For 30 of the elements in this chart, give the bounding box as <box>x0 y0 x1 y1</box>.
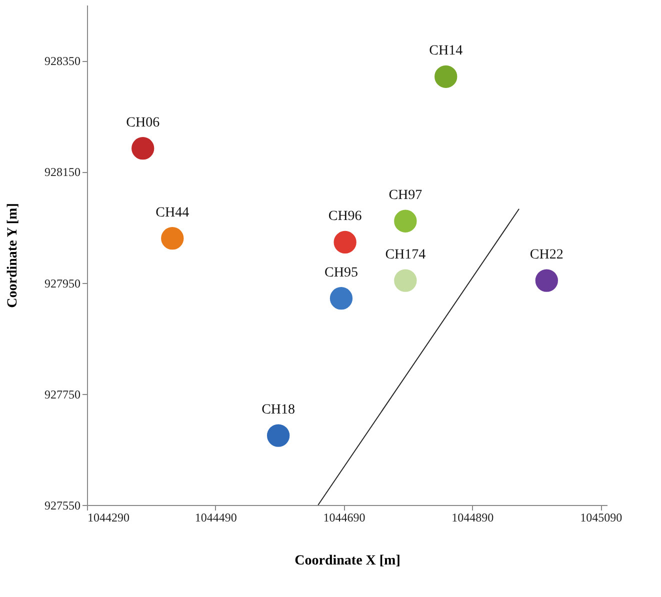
annotation: CH06 <box>126 115 160 130</box>
x-tick-label: 1044890 <box>452 510 494 524</box>
y-axis-title: Coordinate Y [m] <box>6 203 20 308</box>
annotation: CH96 <box>328 209 362 224</box>
y-tick-label: 927550 <box>44 498 80 512</box>
annotation: CH14 <box>429 44 463 59</box>
point <box>332 230 358 255</box>
y-tick-label: 928350 <box>44 54 80 68</box>
y-tick-label: 927750 <box>44 387 80 402</box>
annotation: CH97 <box>388 188 422 204</box>
x-axis-title: Coordinate X [m] <box>294 554 400 568</box>
annotation: CH44 <box>156 205 190 220</box>
point <box>393 268 418 293</box>
x-tick-label: 1044290 <box>88 510 130 524</box>
point <box>130 136 156 161</box>
annotation: CH18 <box>262 402 296 418</box>
annotation: CH174 <box>385 248 426 263</box>
annotation: CH22 <box>530 248 564 263</box>
point <box>534 268 559 293</box>
point <box>266 423 291 448</box>
point <box>328 286 354 311</box>
y-tick-label: 928150 <box>44 165 80 180</box>
annotation: CH95 <box>324 265 358 280</box>
y-tick-label: 927950 <box>44 276 80 290</box>
x-tick-label: 1044490 <box>194 510 237 524</box>
x-tick-label: 1045090 <box>580 510 622 524</box>
point <box>393 208 418 234</box>
point <box>160 226 185 251</box>
point <box>434 64 458 89</box>
x-tick-label: 1044690 <box>323 510 366 524</box>
